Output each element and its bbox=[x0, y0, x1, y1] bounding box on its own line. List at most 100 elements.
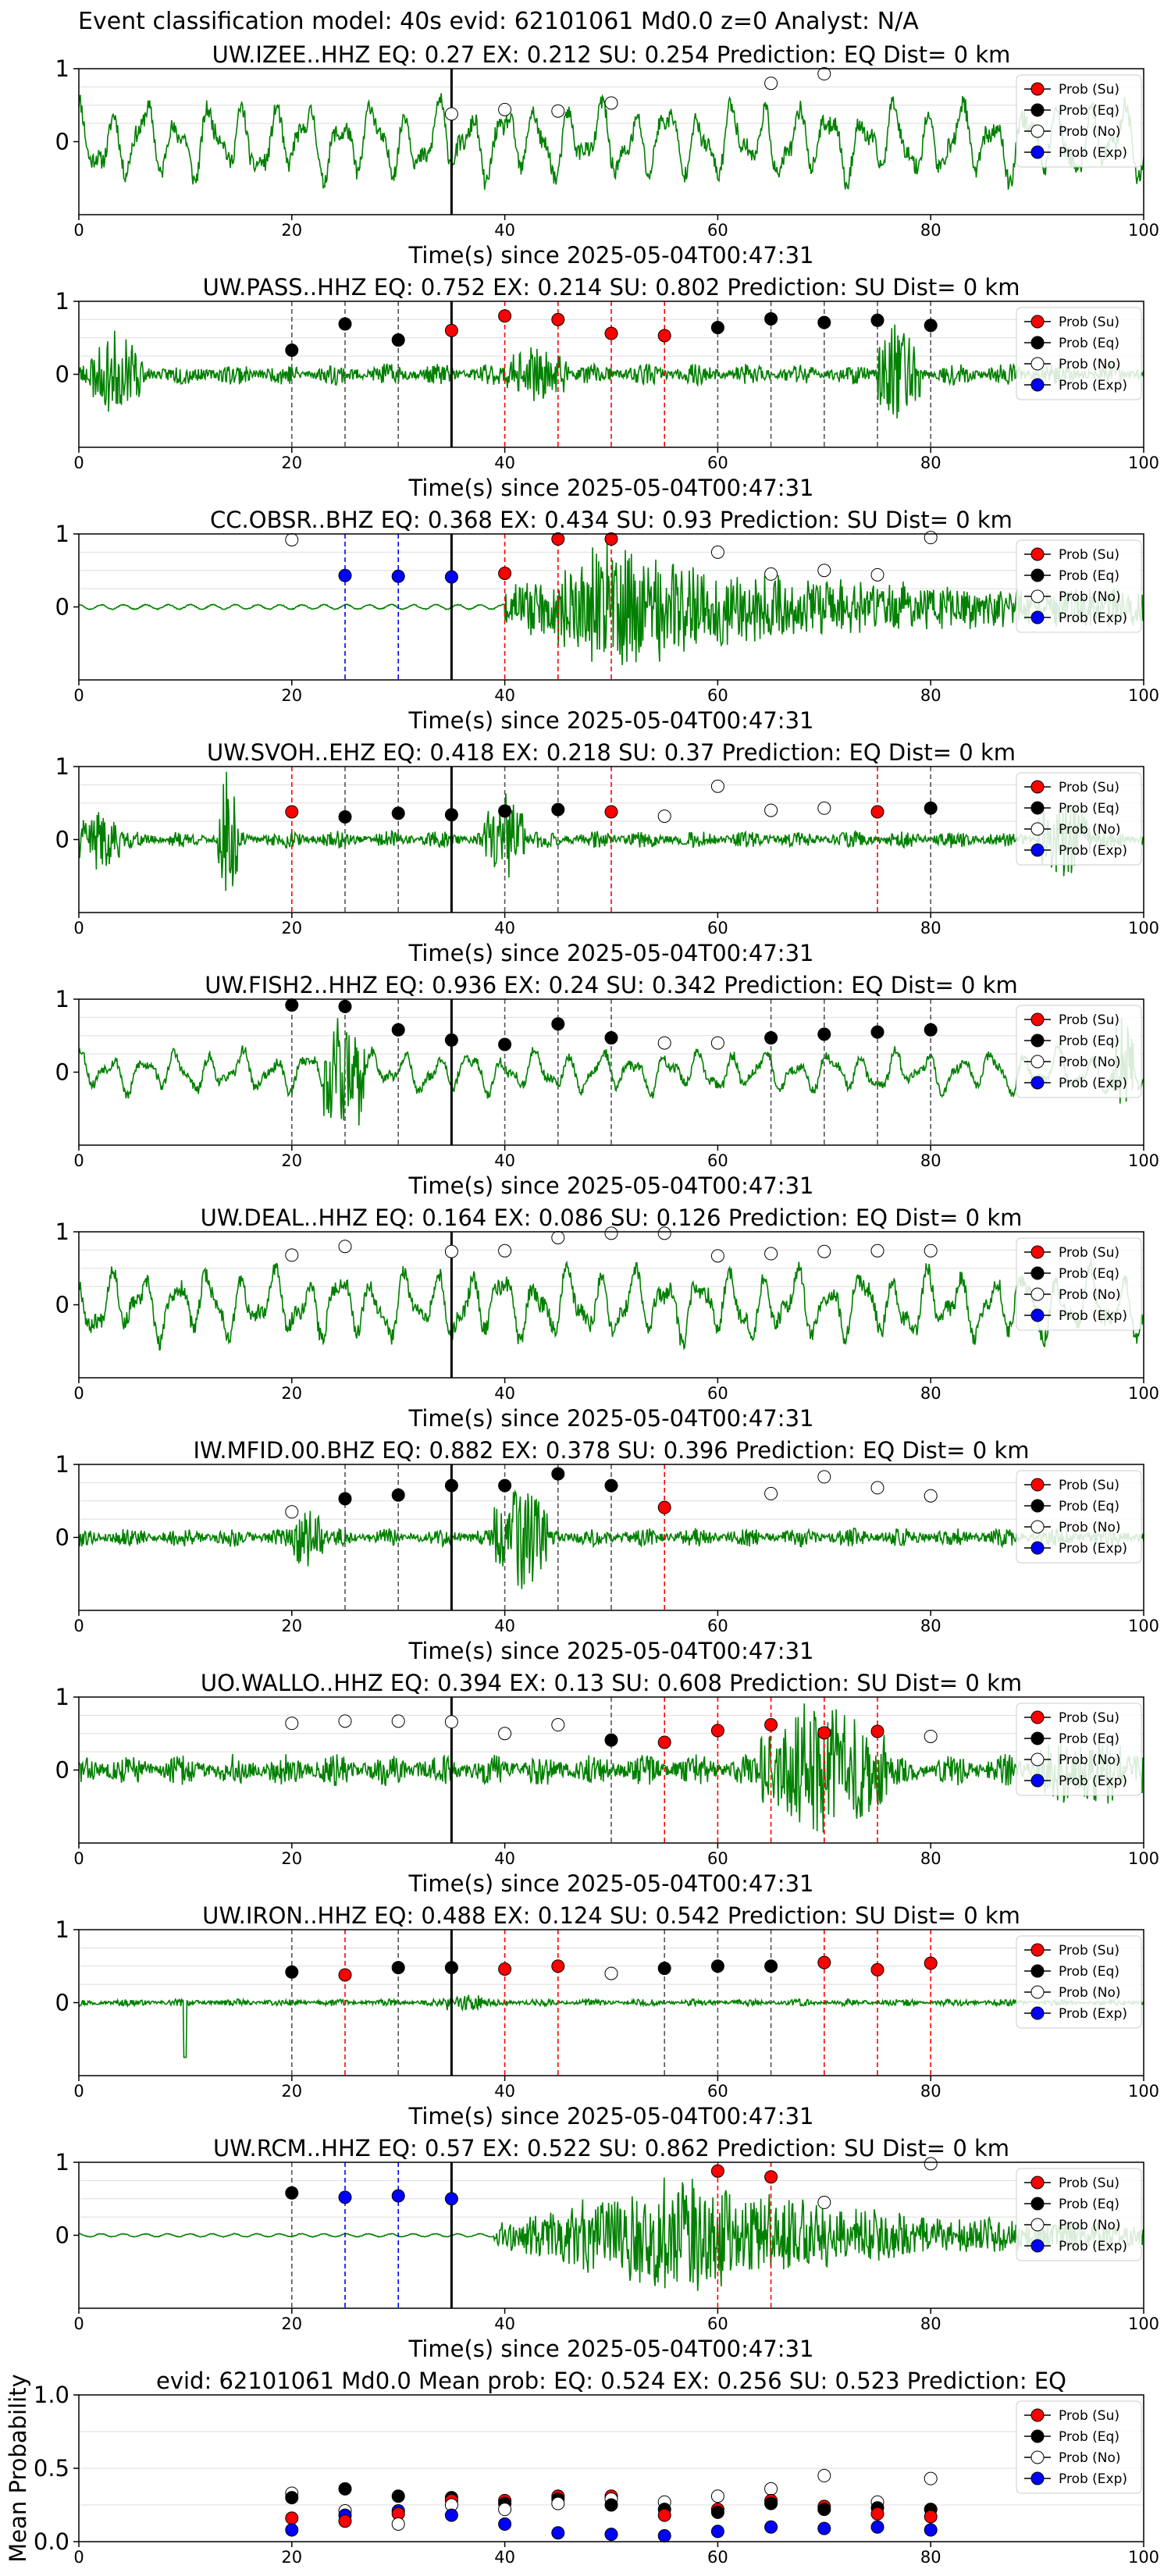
panel-title: IW.MFID.00.BHZ EQ: 0.882 EX: 0.378 SU: 0… bbox=[193, 1437, 1029, 1464]
prob-point-no bbox=[604, 1966, 618, 1980]
prob-point-eq bbox=[764, 1031, 778, 1045]
panel-title: UW.FISH2..HHZ EQ: 0.936 EX: 0.24 SU: 0.3… bbox=[205, 972, 1018, 998]
x-tick-label: 20 bbox=[281, 1849, 302, 1868]
x-tick-label: 0 bbox=[73, 1849, 84, 1868]
prob-point-su bbox=[285, 2511, 299, 2525]
legend-marker-exp bbox=[1030, 1541, 1045, 1555]
panel-2: UW.PASS..HHZ EQ: 0.752 EX: 0.214 SU: 0.8… bbox=[55, 274, 1160, 501]
prob-point-eq bbox=[657, 1962, 671, 1976]
prob-point-exp bbox=[444, 2192, 458, 2206]
legend-label-no: Prob (No) bbox=[1059, 589, 1121, 605]
prob-point-no bbox=[285, 532, 299, 546]
x-tick-label: 60 bbox=[707, 2082, 728, 2101]
x-tick-label: 40 bbox=[494, 2082, 515, 2101]
prob-point-eq bbox=[285, 2186, 299, 2200]
legend-label-eq: Prob (Eq) bbox=[1059, 2429, 1119, 2445]
legend-marker-exp bbox=[1030, 610, 1045, 624]
y-tick-label: 0 bbox=[55, 361, 69, 388]
prob-point-eq bbox=[444, 1961, 458, 1975]
legend-marker-exp bbox=[1030, 2239, 1045, 2253]
x-tick-label: 80 bbox=[920, 686, 941, 705]
legend-label-su: Prob (Su) bbox=[1059, 1478, 1119, 1493]
legend-marker-su bbox=[1030, 1478, 1045, 1492]
y-axis-label: Mean Probability bbox=[5, 2374, 31, 2563]
legend-marker-su bbox=[1030, 1012, 1045, 1026]
x-tick-label: 40 bbox=[494, 1151, 515, 1170]
prob-point-no bbox=[764, 1486, 778, 1500]
prob-point-no bbox=[285, 1717, 299, 1731]
prob-point-no bbox=[498, 1244, 512, 1258]
prob-point-eq bbox=[285, 2491, 299, 2505]
waveform-trace bbox=[78, 324, 1144, 419]
legend-label-su: Prob (Su) bbox=[1059, 2408, 1119, 2424]
legend-label-su: Prob (Su) bbox=[1059, 1012, 1119, 1028]
x-tick-label: 0 bbox=[73, 221, 84, 240]
panel-4: UW.SVOH..EHZ EQ: 0.418 EX: 0.218 SU: 0.3… bbox=[55, 739, 1160, 966]
x-tick-label: 60 bbox=[707, 2548, 728, 2567]
y-tick-label: 0.0 bbox=[34, 2528, 69, 2555]
prob-point-eq bbox=[285, 343, 299, 358]
prob-point-eq bbox=[391, 806, 405, 820]
y-tick-label: 0 bbox=[55, 594, 69, 621]
x-tick-label: 20 bbox=[281, 2548, 302, 2567]
prob-point-eq bbox=[817, 315, 831, 329]
legend: Prob (Su) Prob (Eq) Prob (No) Prob (Exp) bbox=[1016, 1935, 1142, 2029]
prob-point-eq bbox=[870, 313, 884, 327]
prob-point-eq bbox=[391, 2489, 405, 2503]
legend-label-no: Prob (No) bbox=[1059, 124, 1121, 140]
prob-point-eq bbox=[764, 1959, 778, 1973]
x-tick-label: 100 bbox=[1128, 1384, 1159, 1403]
x-tick-label: 60 bbox=[707, 1151, 728, 1170]
panel-8: UO.WALLO..HHZ EQ: 0.394 EX: 0.13 SU: 0.6… bbox=[55, 1670, 1160, 1897]
prob-point-no bbox=[924, 531, 938, 545]
legend-label-eq: Prob (Eq) bbox=[1059, 2197, 1119, 2212]
prob-point-eq bbox=[285, 998, 299, 1012]
prob-point-exp bbox=[444, 2508, 458, 2522]
x-tick-label: 60 bbox=[707, 221, 728, 240]
legend: Prob (Su) Prob (Eq) Prob (No) Prob (Exp) bbox=[1016, 2400, 1142, 2494]
prob-point-no bbox=[498, 102, 512, 116]
y-tick-label: 0.5 bbox=[34, 2455, 69, 2482]
prob-point-no bbox=[710, 779, 724, 793]
x-tick-label: 100 bbox=[1128, 454, 1159, 472]
legend-box bbox=[1016, 1703, 1142, 1796]
prob-point-exp bbox=[285, 2523, 299, 2537]
legend-marker-su bbox=[1030, 315, 1045, 329]
waveform-trace bbox=[78, 2177, 1144, 2291]
legend: Prob (Su) Prob (Eq) Prob (No) Prob (Exp) bbox=[1016, 1005, 1142, 1098]
prob-point-no bbox=[285, 1248, 299, 1262]
prob-point-no bbox=[764, 1247, 778, 1261]
x-tick-label: 20 bbox=[281, 686, 302, 705]
prob-point-su bbox=[657, 2508, 671, 2522]
legend-label-exp: Prob (Exp) bbox=[1059, 843, 1127, 859]
legend-box bbox=[1016, 307, 1142, 400]
legend-label-eq: Prob (Eq) bbox=[1059, 1964, 1119, 1980]
legend-marker-eq bbox=[1030, 1964, 1045, 1978]
prob-point-exp bbox=[604, 2528, 618, 2542]
panel-6: UW.DEAL..HHZ EQ: 0.164 EX: 0.086 SU: 0.1… bbox=[55, 1204, 1160, 1432]
x-tick-label: 60 bbox=[707, 1384, 728, 1403]
legend: Prob (Su) Prob (Eq) Prob (No) Prob (Exp) bbox=[1016, 2168, 1142, 2261]
prob-point-su bbox=[551, 532, 565, 546]
legend-marker-exp bbox=[1030, 1774, 1045, 1788]
y-tick-label: 1 bbox=[55, 1451, 69, 1478]
legend-marker-no bbox=[1030, 589, 1045, 603]
legend-label-eq: Prob (Eq) bbox=[1059, 1266, 1119, 1282]
legend-label-eq: Prob (Eq) bbox=[1059, 336, 1119, 351]
prob-point-su bbox=[870, 1724, 884, 1738]
prob-point-eq bbox=[604, 1031, 618, 1045]
prob-point-su bbox=[924, 2510, 938, 2524]
x-tick-label: 40 bbox=[494, 454, 515, 472]
prob-point-no bbox=[710, 1249, 724, 1263]
prob-point-su bbox=[924, 1956, 938, 1970]
legend-box bbox=[1016, 539, 1142, 633]
legend-label-eq: Prob (Eq) bbox=[1059, 1034, 1119, 1049]
prob-point-exp bbox=[498, 2517, 512, 2531]
prob-point-exp bbox=[657, 2528, 671, 2542]
prob-point-no bbox=[604, 1226, 618, 1240]
y-tick-label: 0 bbox=[55, 1292, 69, 1318]
prob-point-su bbox=[710, 1724, 724, 1738]
legend-label-exp: Prob (Exp) bbox=[1059, 1541, 1127, 1557]
legend-marker-exp bbox=[1030, 1076, 1045, 1090]
legend-box bbox=[1016, 1237, 1142, 1331]
